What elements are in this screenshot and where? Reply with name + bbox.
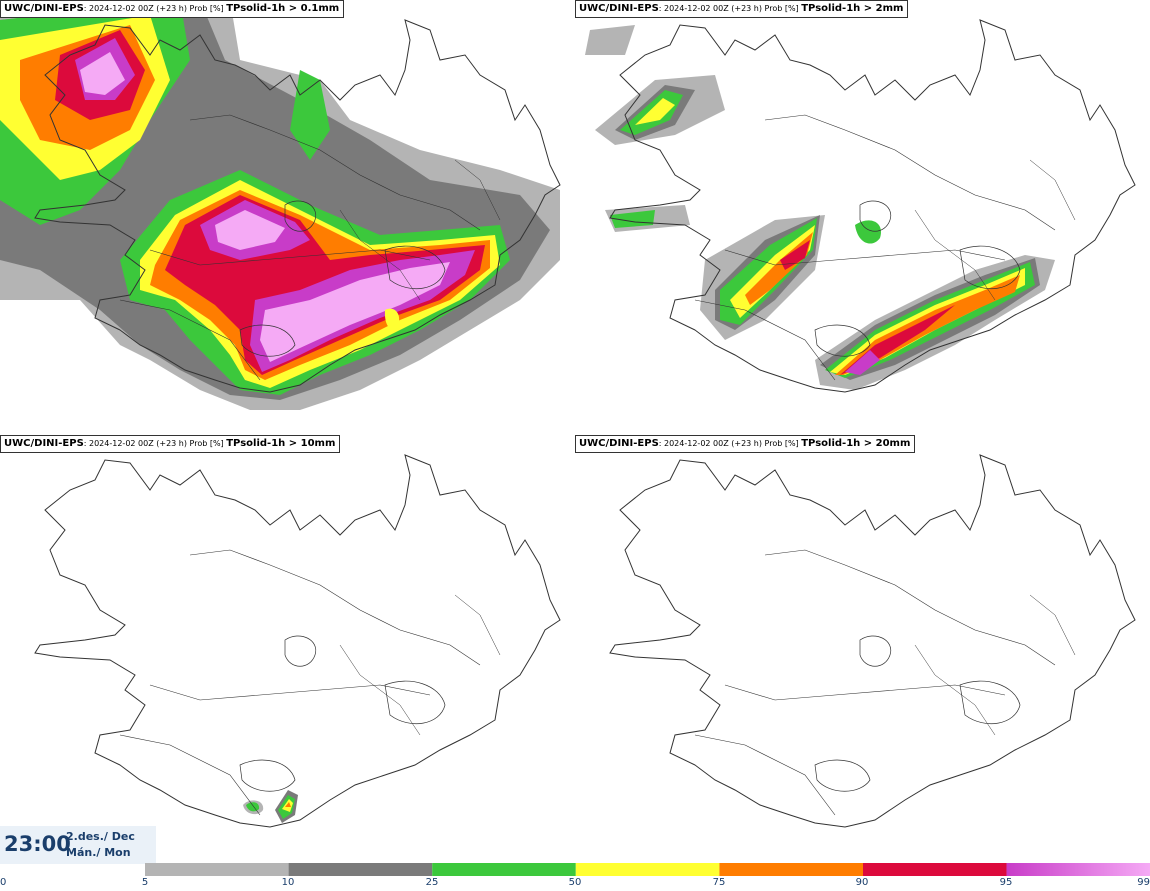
probability-map-20mm — [609, 454, 1136, 828]
model-name: UWC/DINI-EPS — [4, 438, 84, 449]
legend-tick-75: 75 — [712, 877, 726, 888]
map-panel-20mm: UWC/DINI-EPS: 2024-12-02 00Z (+23 h) Pro… — [575, 435, 1150, 865]
legend-tick-95: 95 — [999, 877, 1013, 888]
legend-swatch-75-90 — [719, 863, 863, 876]
model-name: UWC/DINI-EPS — [579, 3, 659, 14]
legend-tick-99: 99 — [1137, 877, 1150, 888]
panel-title: UWC/DINI-EPS: 2024-12-02 00Z (+23 h) Pro… — [0, 0, 345, 18]
run-info: : 2024-12-02 00Z (+23 h) Prob [%] — [83, 439, 227, 448]
run-info: : 2024-12-02 00Z (+23 h) Prob [%] — [83, 4, 227, 13]
legend-swatch-10-25 — [288, 863, 433, 876]
model-name: UWC/DINI-EPS — [4, 3, 84, 14]
legend-tick-50: 50 — [568, 877, 582, 888]
panel-title: UWC/DINI-EPS: 2024-12-02 00Z (+23 h) Pro… — [575, 435, 916, 453]
panel-title: UWC/DINI-EPS: 2024-12-02 00Z (+23 h) Pro… — [575, 0, 909, 18]
model-name: UWC/DINI-EPS — [579, 438, 659, 449]
legend-tick-10: 10 — [281, 877, 295, 888]
map-panel-0.1mm: UWC/DINI-EPS: 2024-12-02 00Z (+23 h) Pro… — [0, 0, 575, 430]
legend-colorbar — [145, 863, 1150, 876]
probability-map-2mm — [585, 19, 1136, 393]
valid-weekday: Mán./ Mon — [66, 846, 131, 859]
map-panel-10mm: UWC/DINI-EPS: 2024-12-02 00Z (+23 h) Pro… — [0, 435, 575, 865]
variable-label: TPsolid-1h > 10mm — [226, 438, 336, 449]
legend-tick-25: 25 — [425, 877, 439, 888]
probability-map-10mm — [34, 454, 561, 828]
variable-label: TPsolid-1h > 20mm — [801, 438, 911, 449]
legend-tick-90: 90 — [855, 877, 869, 888]
variable-label: TPsolid-1h > 0.1mm — [226, 3, 340, 14]
run-info: : 2024-12-02 00Z (+23 h) Prob [%] — [658, 439, 802, 448]
valid-time-box — [0, 826, 156, 864]
legend-swatch-5-10 — [145, 863, 289, 876]
legend-tick-0: 0 — [0, 877, 7, 888]
valid-time: 23:00 — [4, 832, 71, 856]
panel-title: UWC/DINI-EPS: 2024-12-02 00Z (+23 h) Pro… — [0, 435, 341, 453]
valid-date: 2.des./ Dec — [66, 830, 135, 843]
map-panel-2mm: UWC/DINI-EPS: 2024-12-02 00Z (+23 h) Pro… — [575, 0, 1150, 430]
legend-swatch-25-50 — [432, 863, 576, 876]
legend-swatch-50-75 — [575, 863, 720, 876]
run-info: : 2024-12-02 00Z (+23 h) Prob [%] — [658, 4, 802, 13]
legend-swatch-90-95 — [863, 863, 1007, 876]
legend-tick-5: 5 — [141, 877, 149, 888]
probability-map-0.1mm — [0, 0, 561, 410]
variable-label: TPsolid-1h > 2mm — [801, 3, 904, 14]
legend-swatch-99 — [1006, 863, 1150, 876]
